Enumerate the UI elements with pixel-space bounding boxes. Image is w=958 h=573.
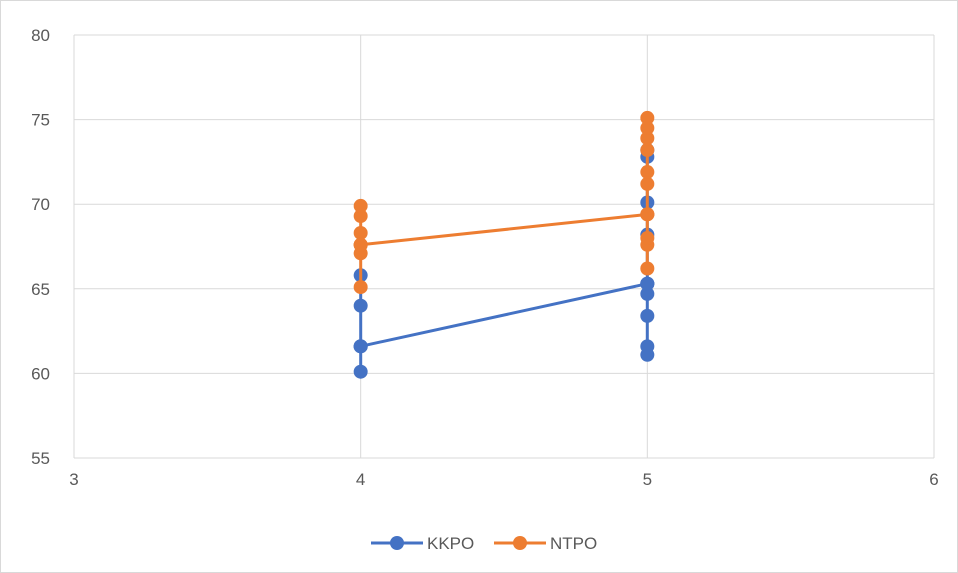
- y-tick-label: 80: [31, 26, 50, 45]
- series-ntpo: [353, 110, 655, 295]
- y-tick-label: 65: [31, 280, 50, 299]
- series-line-ntpo: [359, 116, 649, 289]
- series-line-kkpo: [359, 148, 649, 374]
- series-kkpo: [353, 143, 655, 379]
- data-point-ntpo: [640, 231, 655, 246]
- data-point-kkpo: [640, 276, 655, 291]
- x-tick-label: 4: [356, 470, 365, 489]
- data-point-kkpo: [353, 364, 368, 379]
- x-tick-label: 3: [69, 470, 78, 489]
- y-tick-label: 60: [31, 364, 50, 383]
- data-point-ntpo: [640, 165, 655, 180]
- data-point-kkpo: [640, 286, 655, 301]
- data-point-ntpo: [640, 121, 655, 136]
- data-point-ntpo: [353, 280, 368, 295]
- legend-marker-ntpo: [513, 536, 527, 550]
- data-point-kkpo: [353, 298, 368, 313]
- data-point-ntpo: [353, 237, 368, 252]
- y-tick-label: 75: [31, 111, 50, 130]
- legend-label: NTPO: [550, 534, 597, 553]
- data-point-ntpo: [640, 143, 655, 158]
- data-point-kkpo: [353, 339, 368, 354]
- y-tick-label: 55: [31, 449, 50, 468]
- legend-item-ntpo: NTPO: [494, 534, 597, 553]
- data-point-ntpo: [353, 198, 368, 213]
- legend: KKPO NTPO: [371, 534, 597, 553]
- data-point-ntpo: [353, 225, 368, 240]
- legend-item-kkpo: KKPO: [371, 534, 474, 553]
- x-tick-label: 5: [643, 470, 652, 489]
- series-layer: [353, 110, 655, 379]
- grid-lines: [73, 34, 935, 459]
- data-point-ntpo: [640, 110, 655, 125]
- y-tick-label: 70: [31, 195, 50, 214]
- data-point-ntpo: [640, 207, 655, 222]
- data-point-ntpo: [353, 209, 368, 224]
- data-point-ntpo: [640, 261, 655, 276]
- x-tick-label: 6: [929, 470, 938, 489]
- legend-label: KKPO: [427, 534, 474, 553]
- legend-marker-kkpo: [390, 536, 404, 550]
- data-point-ntpo: [640, 131, 655, 146]
- data-point-kkpo: [640, 308, 655, 323]
- tick-labels: 55 60 65 70 75 80 3 4 5 6: [31, 26, 939, 489]
- data-point-ntpo: [640, 176, 655, 191]
- data-point-kkpo: [640, 339, 655, 354]
